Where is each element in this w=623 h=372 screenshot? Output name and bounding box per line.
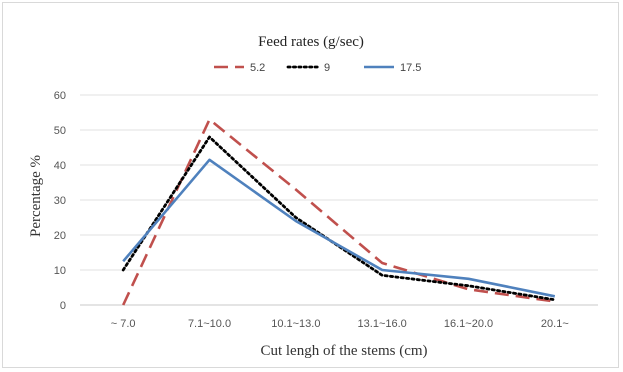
x-tick-label: 16.1~20.0 [444,318,493,330]
chart-frame [2,2,619,368]
x-tick-label: 7.1~10.0 [188,318,231,330]
series-line-5-2 [122,118,555,306]
y-tick-label: 10 [54,265,66,277]
x-tick-label: 10.1~13.0 [271,318,320,330]
legend-label: 17.5 [400,62,421,74]
x-tick-label: 20.1~ [541,318,569,330]
y-tick-label: 0 [60,300,66,312]
y-axis-label: Percentage % [28,155,44,237]
series-line-17-5 [122,158,556,298]
y-tick-label: 20 [54,230,66,242]
y-axis-ticks: 0 10 20 30 40 50 60 [54,90,66,312]
x-tick-label: 13.1~16.0 [358,318,407,330]
x-axis-label: Cut lengh of the stems (cm) [260,343,427,359]
y-tick-label: 60 [54,90,66,102]
legend-label: 5.2 [250,62,265,74]
y-tick-label: 50 [54,125,66,137]
legend: 5.2 9 17.5 [214,62,421,74]
legend-title: Feed rates (g/sec) [258,34,364,50]
gridlines [80,94,598,306]
legend-label: 9 [324,62,330,74]
series-line-9 [121,135,557,302]
y-tick-label: 40 [54,160,66,172]
x-axis-ticks: ~ 7.0 7.1~10.0 10.1~13.0 13.1~16.0 16.1~20.0… [111,318,569,330]
x-tick-label: ~ 7.0 [111,318,136,330]
series-lines [121,118,557,306]
y-tick-label: 30 [54,195,66,207]
